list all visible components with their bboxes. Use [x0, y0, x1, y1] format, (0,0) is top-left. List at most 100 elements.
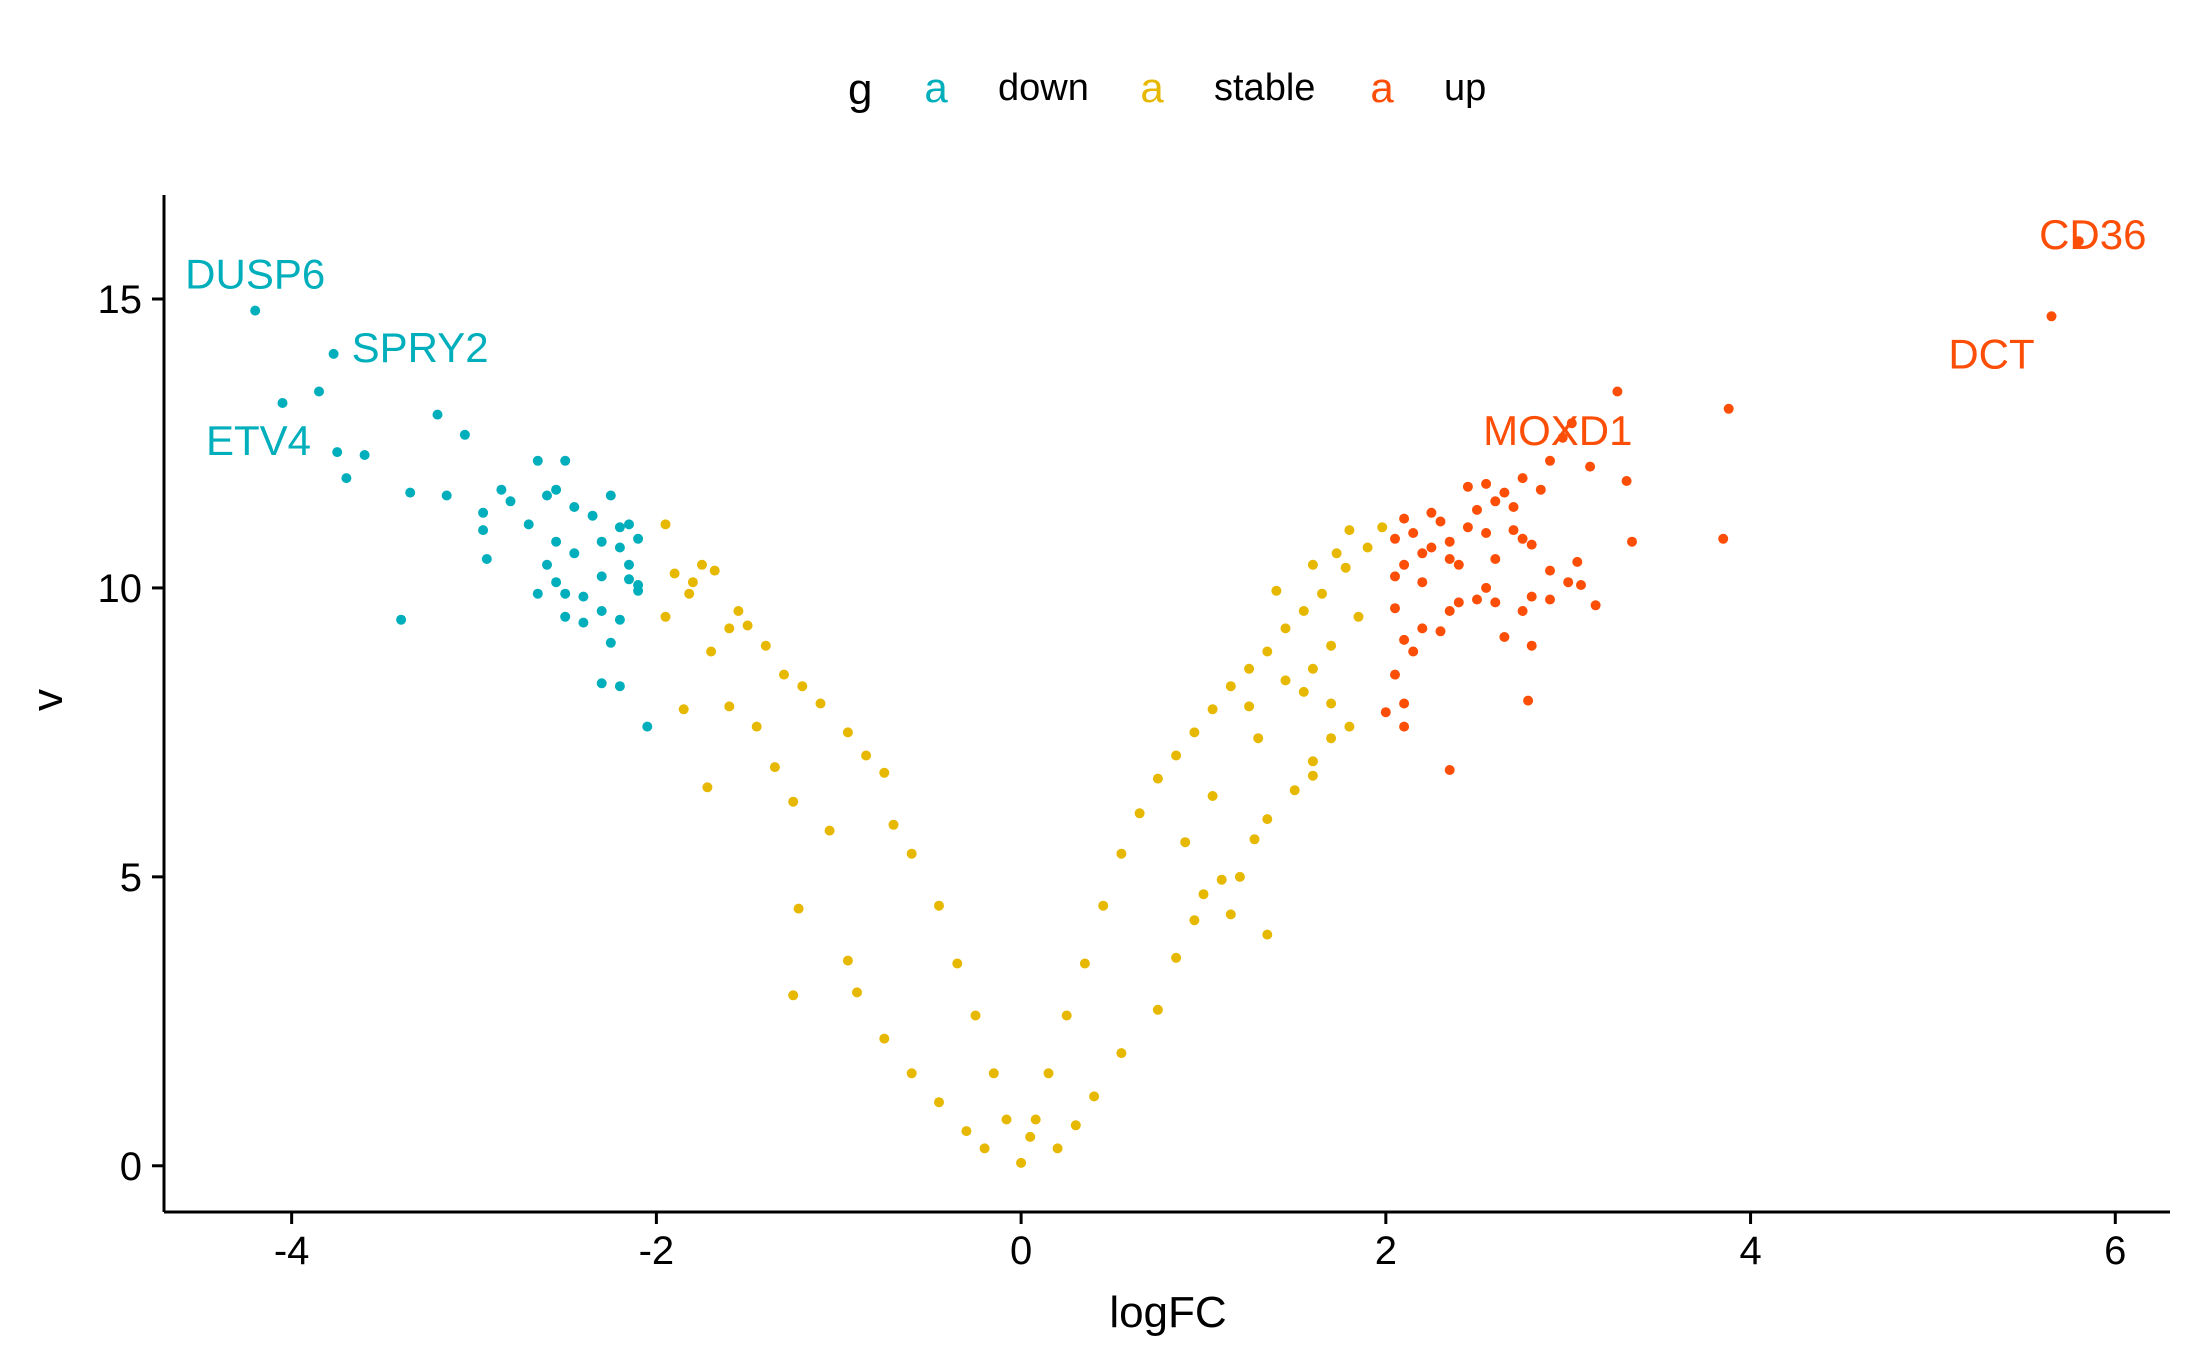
legend-item-up: a up [1370, 64, 1486, 111]
data-point-up [1526, 640, 1537, 651]
data-point-up [1723, 403, 1734, 414]
legend-item-down: a down [924, 64, 1089, 111]
x-tick-label: 0 [1010, 1229, 1032, 1273]
data-point-stable [879, 767, 890, 778]
data-point-up [1426, 542, 1437, 553]
data-point-up [1444, 606, 1455, 616]
data-point-stable [702, 782, 713, 793]
data-point-up [1566, 418, 1577, 429]
data-point-stable [1344, 525, 1355, 536]
data-point-stable [1098, 900, 1109, 911]
data-point-up [1481, 478, 1492, 489]
gene-label-dusp6: DUSP6 [185, 251, 325, 298]
data-point-down [624, 574, 634, 585]
data-point-up [1508, 525, 1519, 536]
data-point-up [1399, 721, 1410, 732]
data-point-stable [934, 1097, 944, 1108]
data-point-up [1380, 707, 1391, 718]
data-point-down [341, 473, 352, 484]
data-point-down [614, 614, 625, 625]
data-point-stable [1353, 611, 1364, 622]
legend-key: a [1140, 64, 1164, 111]
data-point-up [1408, 528, 1419, 538]
data-point-down [359, 450, 370, 460]
data-point-up [1545, 594, 1555, 605]
legend-label: stable [1214, 67, 1315, 109]
data-point-down [596, 536, 607, 547]
data-point-down [569, 502, 580, 512]
data-point-up [1390, 603, 1400, 614]
data-point-up [1481, 582, 1492, 593]
data-point-stable [709, 565, 720, 576]
data-point-down [551, 536, 562, 547]
data-point-down [560, 588, 571, 599]
data-point-down [614, 542, 625, 553]
data-point-stable [1244, 701, 1255, 712]
data-point-stable [678, 704, 689, 715]
data-point-stable [1001, 1114, 1012, 1125]
data-point-down [560, 611, 571, 622]
data-point-up [1627, 536, 1637, 547]
data-point-up [1472, 504, 1482, 515]
data-point-up [1453, 559, 1464, 570]
data-point-up [2073, 236, 2084, 247]
data-point-stable [1298, 606, 1309, 616]
data-point-stable [1262, 814, 1273, 825]
data-point-stable [1249, 834, 1260, 845]
data-point-stable [906, 1068, 917, 1079]
data-point-up [1572, 556, 1583, 567]
data-point-up [1590, 600, 1601, 611]
data-point-stable [742, 620, 753, 631]
data-point-stable [1089, 1091, 1100, 1102]
data-point-stable [961, 1126, 972, 1137]
data-point-stable [1307, 770, 1318, 781]
data-point-down [569, 548, 580, 559]
data-point-stable [660, 611, 671, 622]
gene-label-etv4: ETV4 [206, 417, 311, 464]
data-point-down [633, 533, 644, 544]
legend-item-stable: a stable [1140, 64, 1315, 111]
legend-key: a [1370, 64, 1394, 111]
data-point-down [441, 490, 452, 501]
data-point-up [1481, 528, 1492, 538]
data-point-up [1417, 548, 1428, 559]
data-point-stable [797, 681, 808, 692]
data-point-down [432, 409, 443, 420]
data-point-stable [1289, 785, 1300, 796]
data-point-stable [1225, 681, 1236, 692]
data-point-stable [1244, 663, 1255, 674]
data-point-down [250, 305, 261, 316]
data-point-stable [842, 955, 853, 966]
data-point-up [1399, 559, 1410, 570]
gene-label-moxd1: MOXD1 [1483, 407, 1632, 454]
data-point-stable [724, 623, 735, 634]
gene-label-dct: DCT [1948, 330, 2034, 377]
data-point-up [1444, 765, 1455, 775]
data-point-stable [1280, 675, 1291, 686]
data-point-up [1545, 565, 1555, 576]
data-point-down [578, 591, 589, 602]
legend-title: g [848, 65, 872, 114]
data-point-down [314, 386, 324, 397]
data-point-up [1508, 502, 1519, 512]
data-point-down [478, 507, 489, 518]
data-point-stable [769, 762, 780, 773]
data-point-stable [1180, 837, 1191, 848]
data-point-stable [1152, 773, 1163, 784]
data-point-stable [970, 1010, 981, 1021]
data-point-up [1523, 695, 1534, 706]
legend-label: down [998, 67, 1089, 109]
data-point-stable [1307, 559, 1318, 570]
data-point-stable [1340, 562, 1351, 573]
data-point-up [1408, 646, 1419, 657]
data-point-up [1390, 533, 1400, 544]
gene-label-spry2: SPRY2 [352, 324, 489, 371]
data-point-up [1585, 461, 1596, 472]
data-point-down [396, 614, 407, 625]
data-point-stable [1326, 698, 1337, 709]
data-point-up [1490, 496, 1501, 507]
data-point-down [332, 447, 343, 458]
data-point-stable [788, 796, 799, 807]
data-point-up [1490, 597, 1501, 608]
data-point-up [1444, 554, 1455, 564]
